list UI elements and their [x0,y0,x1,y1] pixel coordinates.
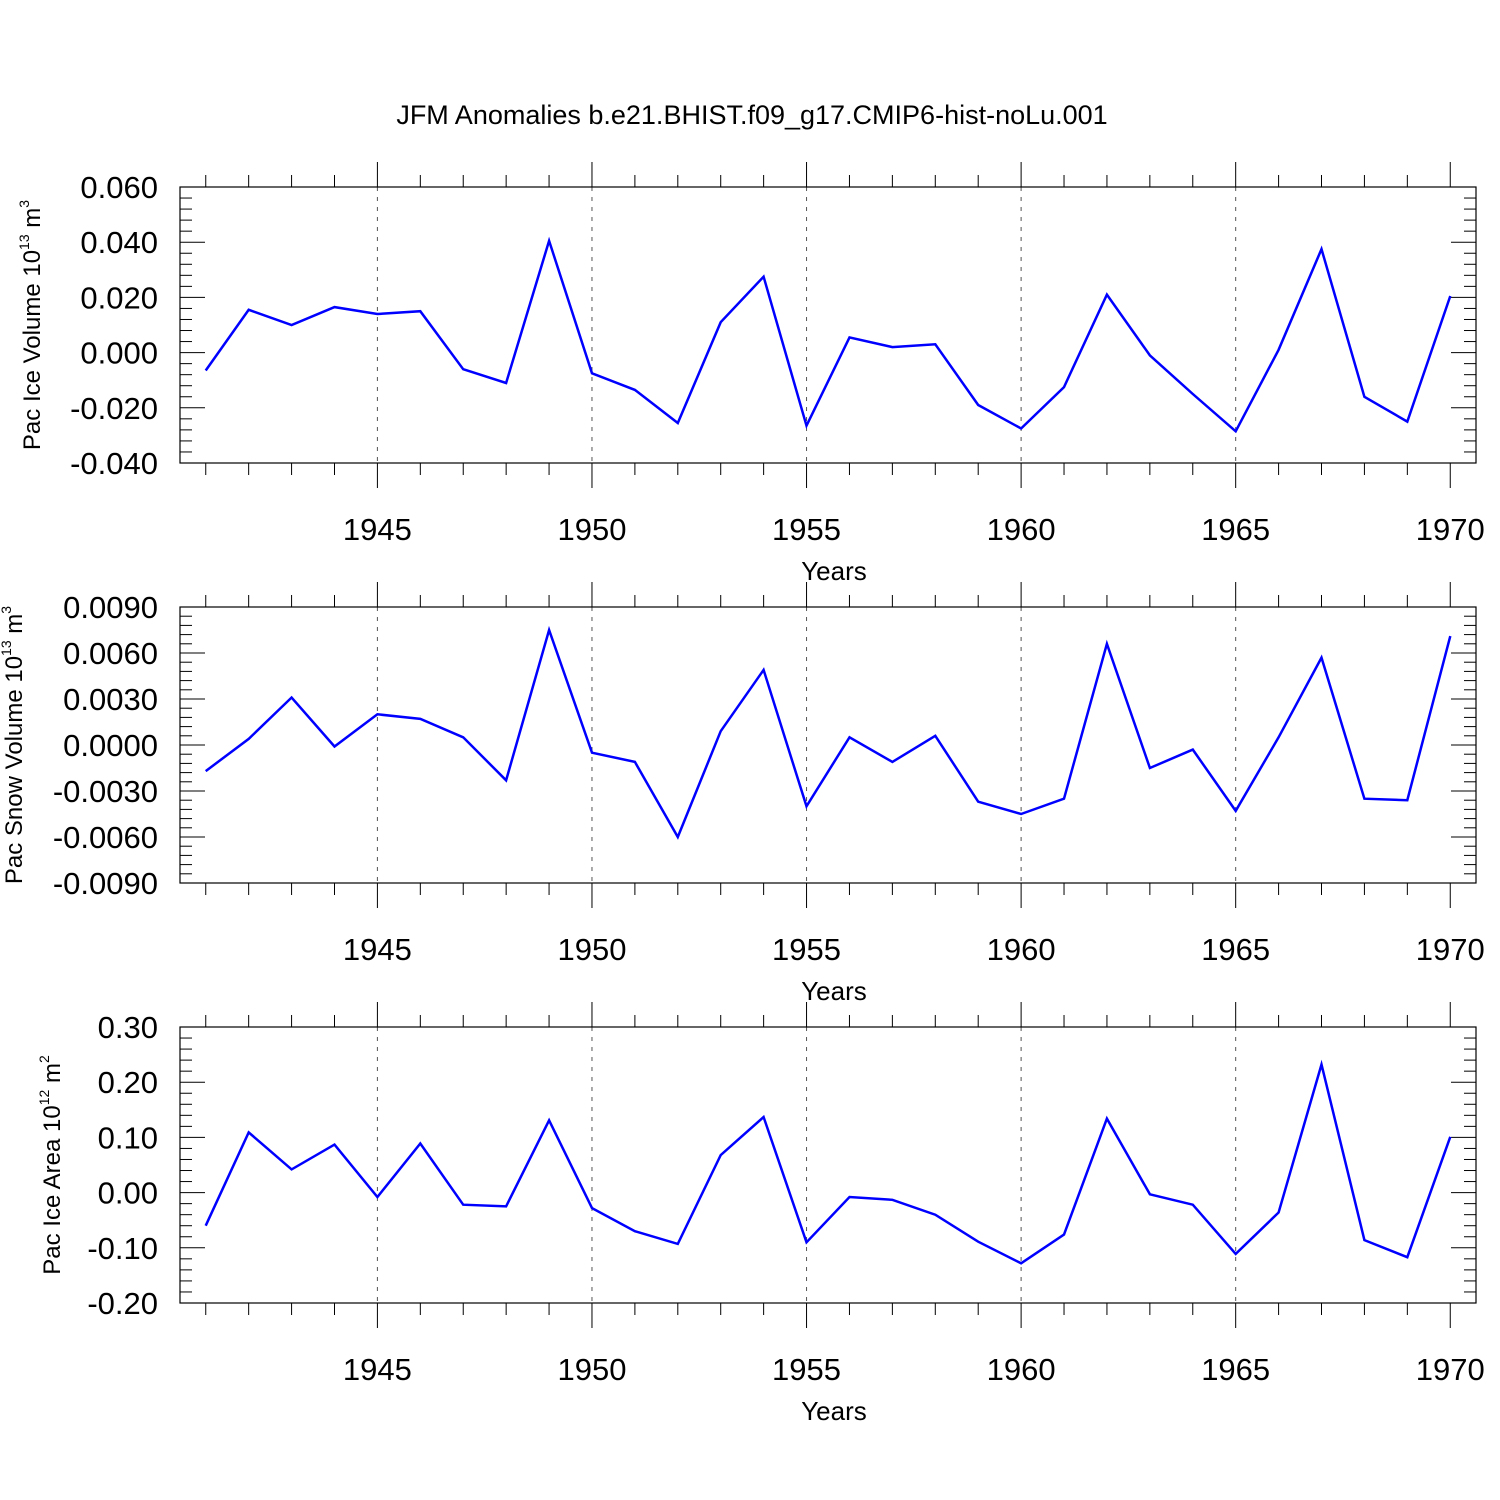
y-tick-label: 0.0060 [63,636,158,671]
y-tick-label: -0.020 [70,391,158,426]
plot-frame [179,606,1477,884]
x-tick-label: 1970 [1416,1352,1485,1387]
y-axis-label-unit: m [19,208,46,235]
chart-panel-3: -0.20 -0.10 0.00 0.10 0.20 0.30 1945 1950 1955 19… [36,1002,1485,1426]
chart-panel-1: -0.040 -0.020 0.000 0.020 0.040 0.060 1945 1950… [16,162,1485,586]
x-tick-label: 1970 [1416,512,1485,547]
x-tick-label: 1965 [1201,1352,1270,1387]
chart-title: JFM Anomalies b.e21.BHIST.f09_g17.CMIP6-… [396,100,1107,130]
y-axis-label-unit-exponent: 3 [0,606,14,614]
x-tick-label: 1965 [1201,932,1270,967]
y-tick-label: 0.0030 [63,682,158,717]
y-axis-label: Pac Ice Volume 1013 m3 [16,200,46,450]
y-axis-label-main: Pac Snow Volume 10 [1,656,28,884]
y-tick-label: 0.00 [98,1176,158,1211]
chart-panel-2: -0.0090 -0.0060 -0.0030 0.0000 0.0030 0.0060 0… [0,582,1485,1006]
x-tick-label: 1960 [987,932,1056,967]
plot-frame [179,186,1477,464]
y-tick-label: 0.060 [80,170,158,205]
x-tick-label: 1950 [557,1352,626,1387]
x-axis-label: Years [801,1396,867,1426]
series-line [204,236,1452,434]
y-axis-label-main: Pac Ice Volume 10 [19,250,46,450]
x-axis-label: Years [801,976,867,1006]
y-axis-label-unit: m [39,1063,66,1090]
y-tick-label: 0.30 [98,1010,158,1045]
y-tick-label: 0.0000 [63,728,158,763]
x-tick-label: 1970 [1416,932,1485,967]
y-tick-label: 0.020 [80,280,158,315]
y-axis-label-unit-exponent: 2 [36,1055,52,1063]
y-tick-label: -0.10 [87,1231,158,1266]
x-tick-label: 1945 [343,932,412,967]
y-tick-label: 0.040 [80,225,158,260]
x-tick-label: 1945 [343,1352,412,1387]
y-axis-label-unit: m [1,614,28,641]
x-tick-label: 1955 [772,1352,841,1387]
y-tick-label: -0.20 [87,1286,158,1321]
y-axis-label-unit-exponent: 3 [16,200,32,208]
x-tick-label: 1955 [772,512,841,547]
y-tick-label: -0.0090 [53,866,158,901]
series-line [204,625,1452,840]
y-tick-label: -0.0030 [53,774,158,809]
y-axis-label-main: Pac Ice Area 10 [39,1105,66,1274]
y-tick-label: 0.000 [80,336,158,371]
x-tick-label: 1960 [987,1352,1056,1387]
y-tick-label: 0.10 [98,1120,158,1155]
y-axis-label: Pac Snow Volume 1013 m3 [0,606,28,884]
x-tick-label: 1955 [772,932,841,967]
y-axis-label-exponent: 13 [16,234,32,250]
x-tick-label: 1965 [1201,512,1270,547]
x-tick-label: 1950 [557,932,626,967]
y-tick-label: -0.040 [70,446,158,481]
plot-frame [179,1026,1477,1304]
y-tick-label: 0.20 [98,1065,158,1100]
x-axis-label: Years [801,556,867,586]
y-axis-label-exponent: 12 [36,1090,52,1106]
y-tick-label: 0.0090 [63,590,158,625]
x-tick-label: 1945 [343,512,412,547]
series-line [204,1059,1452,1265]
y-tick-label: -0.0060 [53,820,158,855]
y-axis-label-exponent: 13 [0,640,14,656]
x-tick-label: 1960 [987,512,1056,547]
x-tick-label: 1950 [557,512,626,547]
y-axis-label: Pac Ice Area 1012 m2 [36,1055,66,1275]
